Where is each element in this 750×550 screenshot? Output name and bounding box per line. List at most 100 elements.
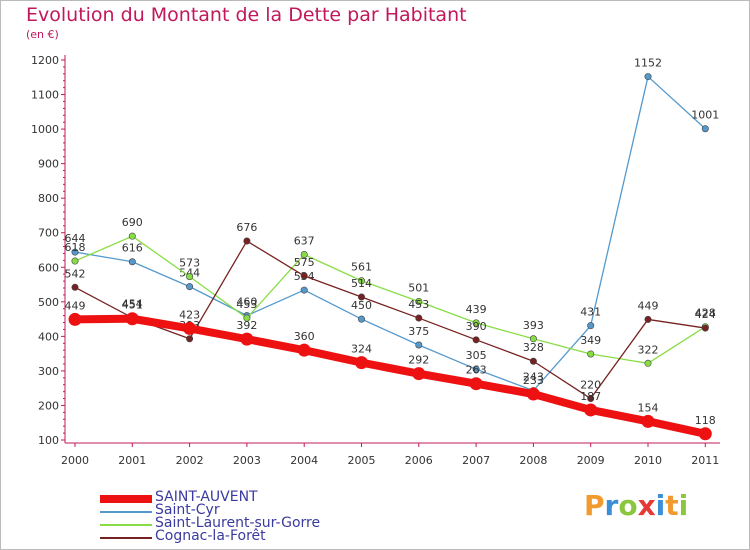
- data-point: [529, 335, 537, 343]
- x-tick-label: 2007: [462, 454, 490, 467]
- y-tick-label: 100: [38, 434, 59, 447]
- series-line-3: [74, 240, 706, 400]
- y-tick-label: 800: [38, 192, 59, 205]
- data-label: 322: [638, 343, 659, 356]
- legend-swatch: [100, 495, 152, 503]
- data-label: 644: [65, 232, 86, 245]
- data-label: 390: [466, 320, 487, 333]
- logo-letter: r: [604, 489, 619, 522]
- series-line-1: [74, 75, 706, 392]
- data-label: 573: [179, 257, 200, 270]
- data-label: 428: [695, 307, 716, 320]
- data-point: [644, 73, 652, 81]
- x-tick-label: 2006: [405, 454, 433, 467]
- y-tick-label: 400: [38, 330, 59, 343]
- data-point: [526, 387, 540, 401]
- data-label: 393: [523, 319, 544, 332]
- y-tick-label: 1100: [31, 89, 59, 102]
- data-point: [300, 250, 308, 258]
- y-tick-label: 600: [38, 261, 59, 274]
- x-tick-label: 2000: [61, 454, 89, 467]
- data-label: 449: [638, 299, 659, 312]
- logo-letter: t: [665, 489, 679, 522]
- legend-swatch: [100, 511, 152, 513]
- x-tick-label: 2009: [577, 454, 605, 467]
- data-point: [186, 283, 194, 291]
- x-tick-label: 2011: [691, 454, 719, 467]
- legend-label: Saint-Cyr: [155, 502, 220, 518]
- unit-label: (en €): [26, 28, 59, 41]
- data-point: [701, 125, 709, 133]
- data-label: 637: [294, 234, 315, 247]
- legend-label: Saint-Laurent-sur-Gorre: [155, 515, 321, 531]
- data-point: [71, 257, 79, 265]
- y-tick-label: 900: [38, 158, 59, 171]
- y-tick-label: 1200: [31, 54, 59, 67]
- chart-title: Evolution du Montant de la Dette par Hab…: [26, 4, 467, 26]
- legend-swatch: [100, 524, 152, 526]
- data-label: 220: [580, 379, 601, 392]
- data-label: 618: [65, 241, 86, 254]
- data-label: 243: [523, 371, 544, 384]
- data-point: [469, 377, 483, 391]
- x-tick-label: 2010: [634, 454, 662, 467]
- data-point: [240, 332, 254, 346]
- data-point: [415, 297, 423, 305]
- data-point: [584, 403, 598, 417]
- line-chart: 100 200 300 400 500 600 700 800 900 1000 1100 1200 2…: [31, 54, 720, 467]
- data-point: [644, 359, 652, 367]
- logo-letter: i: [678, 489, 689, 522]
- y-tick-label: 1000: [31, 123, 59, 136]
- logo-letter: x: [637, 489, 656, 522]
- data-point: [412, 367, 426, 381]
- data-point: [415, 314, 423, 322]
- data-label: 451: [122, 299, 143, 312]
- data-label: 360: [294, 330, 315, 343]
- data-label: 449: [65, 299, 86, 312]
- data-point: [297, 343, 311, 357]
- x-tick-label: 2003: [233, 454, 261, 467]
- legend-label: Cognac-la-Forêt: [155, 528, 266, 544]
- data-point: [71, 248, 79, 256]
- data-label: 542: [65, 267, 86, 280]
- data-point: [243, 237, 251, 245]
- data-point: [186, 273, 194, 281]
- data-label: 453: [236, 298, 257, 311]
- logo-letter: o: [618, 489, 638, 522]
- data-point: [183, 321, 197, 335]
- data-point: [186, 335, 194, 343]
- series-line-0: [71, 314, 710, 438]
- data-point: [300, 272, 308, 280]
- data-point: [357, 315, 365, 323]
- data-label: 349: [580, 334, 601, 347]
- data-label: 305: [466, 349, 487, 362]
- logo-letter: i: [655, 489, 666, 522]
- data-label: 1152: [634, 57, 662, 70]
- data-point: [701, 324, 709, 332]
- x-tick-label: 2001: [118, 454, 146, 467]
- y-tick-label: 500: [38, 296, 59, 309]
- data-point: [355, 356, 368, 370]
- data-label: 439: [466, 303, 487, 316]
- data-point: [125, 312, 139, 326]
- data-label: 431: [580, 306, 601, 319]
- data-point: [472, 336, 480, 344]
- data-label: 1001: [691, 109, 719, 122]
- y-tick-label: 300: [38, 365, 59, 378]
- data-label: 561: [351, 261, 372, 274]
- data-label: 690: [122, 216, 143, 229]
- data-label: 328: [523, 341, 544, 354]
- proxiti-logo: Proxiti: [584, 489, 688, 522]
- data-label: 501: [408, 281, 429, 294]
- data-point: [68, 312, 82, 326]
- data-point: [529, 357, 537, 365]
- logo-letter: P: [584, 489, 605, 522]
- data-point: [587, 395, 595, 403]
- data-label: 676: [236, 221, 257, 234]
- x-tick-label: 2004: [290, 454, 318, 467]
- data-point: [357, 277, 365, 285]
- data-label: 454: [122, 298, 143, 311]
- data-point: [587, 322, 595, 330]
- data-point: [587, 350, 595, 358]
- legend-swatch: [100, 537, 152, 539]
